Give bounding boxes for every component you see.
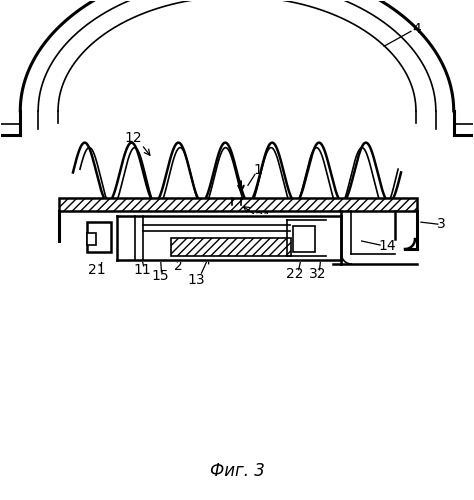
Bar — [82, 214, 361, 262]
Bar — [87, 233, 96, 245]
Text: 3: 3 — [438, 217, 446, 231]
Bar — [59, 198, 417, 211]
Text: Фиг. 3: Фиг. 3 — [210, 462, 264, 479]
Text: 2: 2 — [174, 259, 182, 273]
Text: 1: 1 — [254, 164, 262, 177]
Text: 4: 4 — [412, 22, 421, 36]
Text: 11: 11 — [134, 263, 151, 277]
Bar — [292, 226, 315, 252]
Text: 12: 12 — [125, 130, 142, 144]
Text: 32: 32 — [309, 267, 326, 281]
Bar — [59, 198, 417, 211]
Text: 14: 14 — [378, 239, 396, 253]
Bar — [87, 222, 111, 252]
Text: 13: 13 — [187, 273, 205, 287]
Bar — [172, 238, 291, 256]
Text: 21: 21 — [88, 263, 106, 277]
Text: 15: 15 — [152, 269, 169, 283]
Text: 22: 22 — [286, 267, 303, 281]
Text: 31: 31 — [255, 211, 273, 225]
